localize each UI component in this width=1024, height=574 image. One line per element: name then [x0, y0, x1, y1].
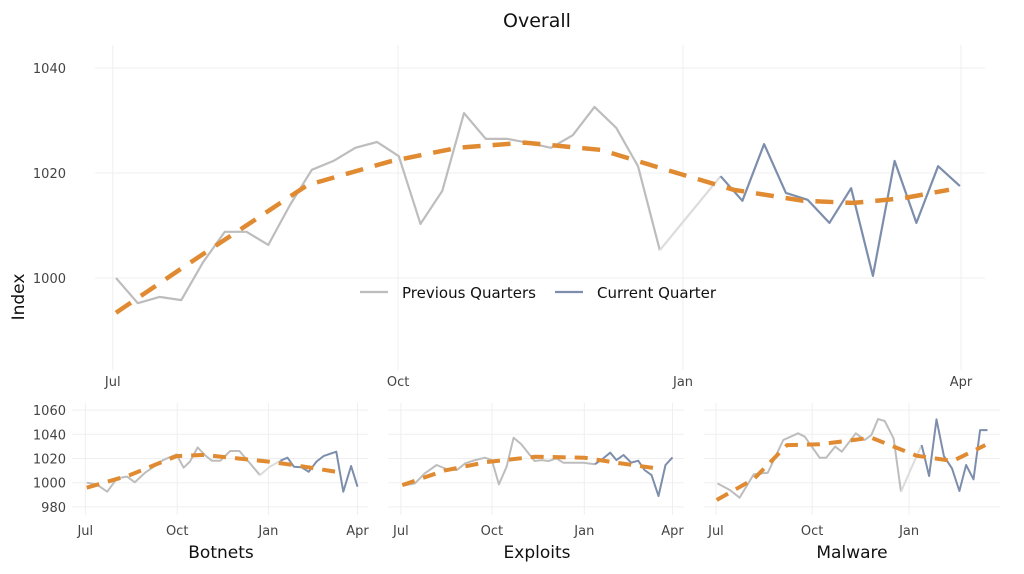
legend: Previous Quarters Current Quarter: [360, 284, 717, 302]
panel-title-exploits: Exploits: [504, 543, 571, 563]
series-trend: [401, 454, 657, 487]
x-tick-label: Jan: [898, 524, 919, 539]
legend-label-previous: Previous Quarters: [402, 284, 536, 302]
x-tick-label: Jan: [573, 524, 594, 539]
x-tick-label: Oct: [801, 524, 823, 539]
y-tick-label: 1040: [33, 428, 66, 443]
x-tick-label: Jul: [392, 524, 409, 539]
series-previous-quarters: [115, 105, 661, 305]
legend-label-current: Current Quarter: [597, 284, 717, 302]
x-tick-label: Apr: [661, 524, 684, 539]
x-tick-label: Apr: [346, 524, 369, 539]
panel-title-malware: Malware: [816, 543, 887, 563]
x-tick-label: Oct: [166, 524, 188, 539]
x-tick-label: Oct: [387, 375, 409, 390]
y-axis-label: Index: [9, 274, 29, 321]
y-tick-label: 1020: [33, 167, 66, 182]
x-tick-label: Apr: [950, 375, 973, 390]
series-previous-quarters: [402, 436, 595, 487]
y-tick-label: 1040: [33, 62, 66, 77]
series-trend: [114, 140, 950, 315]
chart-title: Overall: [503, 10, 571, 32]
series-trend: [86, 452, 341, 490]
panel-malware: Jul Oct Jan: [704, 403, 1000, 539]
panel-botnets: 980 1000 1020 1040 1060 Jul Oct Jan Apr: [33, 403, 369, 539]
series-previous-quarters: [716, 418, 902, 499]
y-tick-label: 1000: [33, 477, 66, 492]
panel-title-botnets: Botnets: [188, 543, 254, 563]
series-current-quarter: [719, 143, 961, 277]
series-trend: [715, 435, 987, 502]
series-current-quarter: [920, 418, 988, 492]
x-tick-label: Jul: [76, 524, 93, 539]
series-current-quarter: [280, 450, 359, 493]
x-tick-label: Jan: [672, 375, 693, 390]
x-tick-label: Jan: [257, 524, 278, 539]
y-tick-label: 1000: [33, 272, 66, 287]
panel-exploits: Jul Oct Jan Apr: [388, 403, 684, 539]
x-tick-label: Oct: [481, 524, 503, 539]
y-tick-label: 1020: [33, 453, 66, 468]
series-bridge: [658, 175, 722, 251]
y-tick-label: 1060: [33, 404, 66, 419]
series-previous-quarters: [86, 446, 261, 493]
series-current-quarter: [594, 451, 674, 497]
panel-overall: 1000 1020 1040 Jul Oct Jan Apr: [33, 45, 985, 390]
x-tick-label: Jul: [707, 524, 724, 539]
x-tick-label: Jul: [104, 375, 121, 390]
series-bridge: [259, 459, 281, 476]
series-bridge: [900, 444, 923, 493]
y-tick-label: 980: [41, 501, 66, 516]
